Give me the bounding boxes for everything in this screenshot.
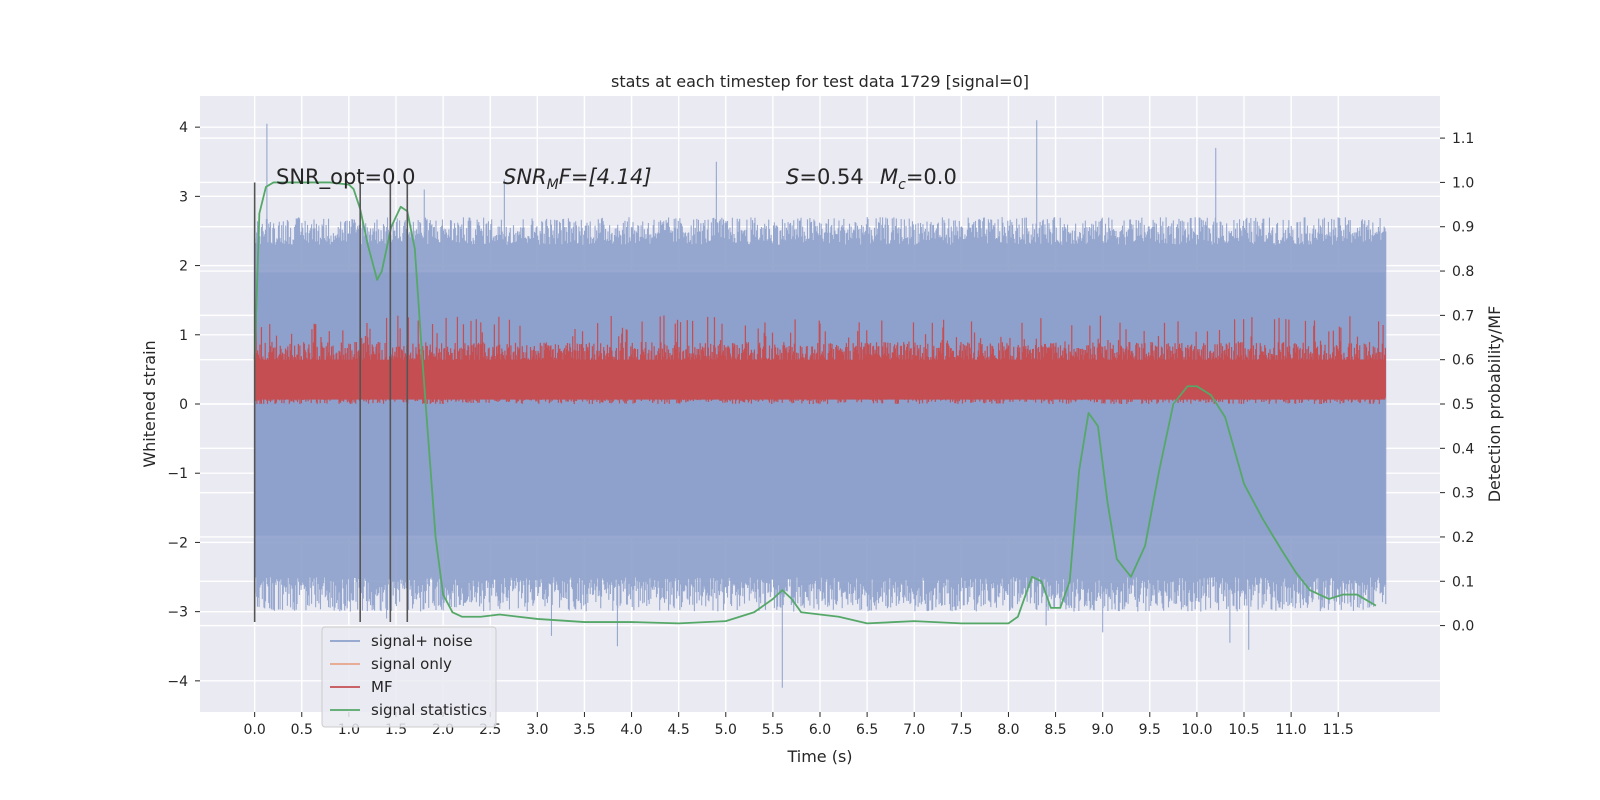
- y-axis-label-left: Whitened strain: [140, 340, 159, 467]
- vertical-markers: [253, 182, 409, 623]
- y-tick-label-left: 4: [179, 120, 188, 136]
- series-mf-core: [254, 359, 1386, 400]
- y-tick-label-right: 0.7: [1452, 308, 1474, 324]
- legend-label: signal only: [371, 655, 452, 673]
- y-tick-label-right: 0.3: [1452, 486, 1474, 502]
- y-tick-label-left: 1: [179, 328, 188, 344]
- y-tick-label-left: −2: [167, 535, 188, 551]
- x-tick-label: 6.0: [809, 722, 831, 738]
- y-tick-label-right: 0.8: [1452, 264, 1474, 280]
- y-tick-label-right: 1.0: [1452, 175, 1474, 191]
- s-label: S: [786, 165, 799, 189]
- mc-value: =0.0: [906, 165, 957, 189]
- x-tick-label: 4.0: [620, 722, 642, 738]
- x-tick-label: 3.0: [526, 722, 548, 738]
- x-tick-label: 5.0: [715, 722, 737, 738]
- legend-label: signal+ noise: [371, 632, 473, 650]
- mc-annotation: Mc=0.0: [880, 165, 957, 193]
- x-tick-label: 8.5: [1044, 722, 1066, 738]
- legend: signal+ noise signal only MF signal statist…: [321, 626, 497, 728]
- y-tick-label-left: −4: [167, 674, 188, 690]
- x-tick-label: 5.5: [762, 722, 784, 738]
- data-layer: [253, 120, 1387, 688]
- axis-ticks: 0.0 0.5 1.0 1.5 2.0 2.5 3.0 3.5 4.0 4.5 5.0 5.5 6.0 6…: [167, 120, 1474, 738]
- legend-label: signal statistics: [371, 701, 487, 719]
- series-signal-statistics: [253, 181, 1377, 625]
- mc-main: M: [880, 165, 898, 189]
- mc-subscript: c: [898, 177, 906, 193]
- x-tick-label: 10.5: [1228, 722, 1259, 738]
- y-tick-label-right: 0.2: [1452, 530, 1474, 546]
- s-value: =0.54: [799, 165, 863, 189]
- y-tick-label-left: −1: [167, 466, 188, 482]
- x-tick-label: 7.5: [950, 722, 972, 738]
- x-tick-label: 4.5: [668, 722, 690, 738]
- y-tick-label-right: 0.4: [1452, 441, 1474, 457]
- y-tick-label-right: 0.5: [1452, 397, 1474, 413]
- snr-mf-main: SNR: [503, 165, 547, 189]
- s-annotation: S=0.54: [786, 165, 864, 189]
- x-tick-label: 10.0: [1181, 722, 1212, 738]
- x-tick-label: 0.0: [244, 722, 266, 738]
- x-tick-label: 9.5: [1139, 722, 1161, 738]
- chart-title: stats at each timestep for test data 172…: [611, 72, 1029, 91]
- y-tick-label-right: 1.1: [1452, 131, 1474, 147]
- snr-mf-subscript: M: [547, 177, 559, 193]
- x-tick-label: 3.5: [573, 722, 595, 738]
- x-tick-label: 7.0: [903, 722, 925, 738]
- y-tick-label-right: 0.1: [1452, 574, 1474, 590]
- x-axis-label: Time (s): [786, 747, 852, 766]
- x-tick-label: 9.0: [1092, 722, 1114, 738]
- legend-label: MF: [371, 678, 393, 696]
- y-tick-label-right: 0.9: [1452, 220, 1474, 236]
- x-tick-label: 8.0: [997, 722, 1019, 738]
- snr-mf-annotation: SNRMF=[4.14]: [503, 165, 652, 193]
- y-tick-label-left: 3: [179, 189, 188, 205]
- x-tick-label: 6.5: [856, 722, 878, 738]
- y-axis-label-right: Detection probability/MF: [1485, 306, 1504, 503]
- series-signal-noise-core: [254, 272, 1386, 536]
- y-tick-label-left: 2: [179, 259, 188, 275]
- x-tick-label: 11.0: [1276, 722, 1307, 738]
- y-tick-label-right: 0.0: [1452, 619, 1474, 635]
- snr-opt-annotation: SNR_opt=0.0: [276, 165, 416, 190]
- legend-box: [321, 626, 497, 728]
- x-tick-label: 11.5: [1323, 722, 1354, 738]
- y-tick-label-right: 0.6: [1452, 353, 1474, 369]
- y-tick-label-left: 0: [179, 397, 188, 413]
- x-tick-label: 0.5: [291, 722, 313, 738]
- snr-mf-rest: F=[4.14]: [559, 165, 652, 189]
- y-tick-label-left: −3: [167, 605, 188, 621]
